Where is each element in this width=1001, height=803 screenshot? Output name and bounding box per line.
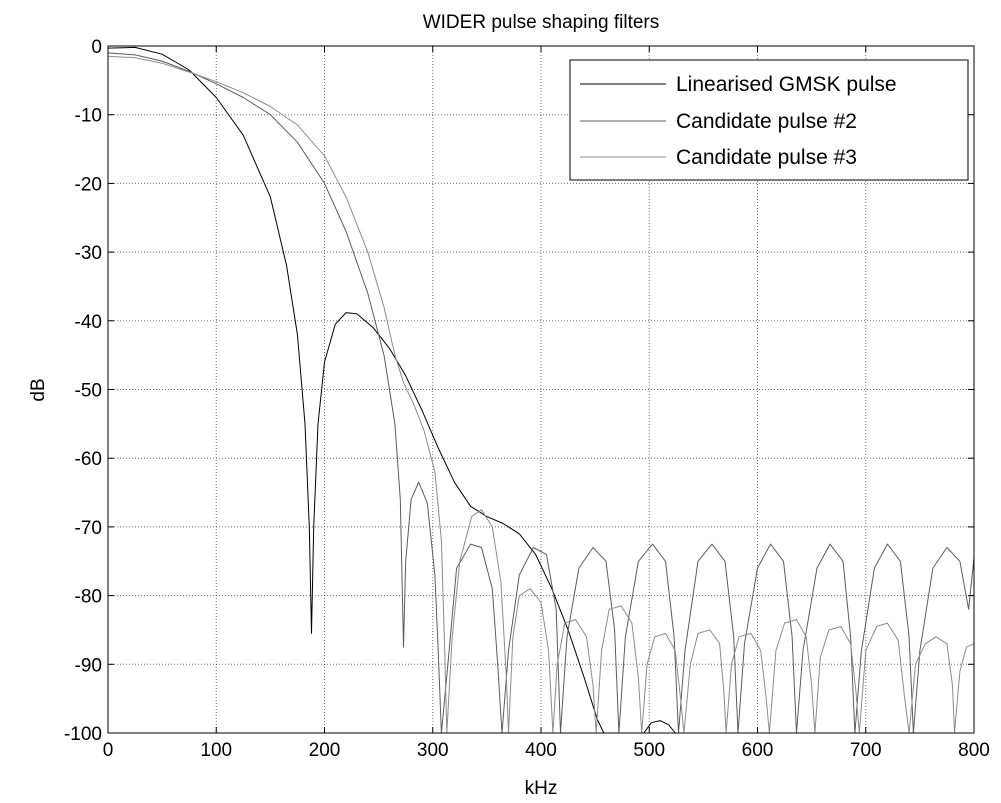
chart-title: WIDER pulse shaping filters: [423, 12, 660, 33]
legend: Linearised GMSK pulse Candidate pulse #2…: [569, 59, 969, 181]
y-tick-label: -20: [75, 174, 102, 195]
y-tick-label: -90: [75, 655, 102, 676]
x-tick-label: 700: [850, 740, 882, 761]
x-tick-label: 800: [958, 740, 990, 761]
legend-box: [569, 59, 969, 181]
y-tick-label: -100: [64, 724, 102, 745]
x-tick-label: 300: [417, 740, 449, 761]
x-tick-label: 0: [103, 740, 114, 761]
y-tick-label: -80: [75, 587, 102, 608]
x-tick-label: 400: [525, 740, 557, 761]
y-tick-label: -30: [75, 243, 102, 264]
y-tick-label: -70: [75, 518, 102, 539]
x-tick-label: 500: [633, 740, 665, 761]
x-tick-label: 100: [200, 740, 232, 761]
x-tick-label: 600: [742, 740, 774, 761]
y-tick-label: -10: [75, 106, 102, 127]
x-tick-label: 200: [309, 740, 341, 761]
y-tick-label: -50: [75, 381, 102, 402]
y-axis-label: dB: [28, 378, 49, 401]
legend-label-candidate-3: Candidate pulse #3: [676, 146, 857, 169]
axis-ticks: 0 100 200 300 400 500 600 700 800 0 -10 -20 -30 -40 -5…: [64, 37, 990, 761]
y-tick-label: 0: [91, 37, 102, 58]
x-axis-label: kHz: [525, 778, 558, 799]
legend-label-candidate-2: Candidate pulse #2: [676, 110, 857, 133]
y-tick-label: -60: [75, 449, 102, 470]
legend-label-linearised-gmsk: Linearised GMSK pulse: [676, 73, 897, 96]
series-linearised-gmsk-pulse: [107, 46, 676, 734]
y-tick-label: -40: [75, 312, 102, 333]
